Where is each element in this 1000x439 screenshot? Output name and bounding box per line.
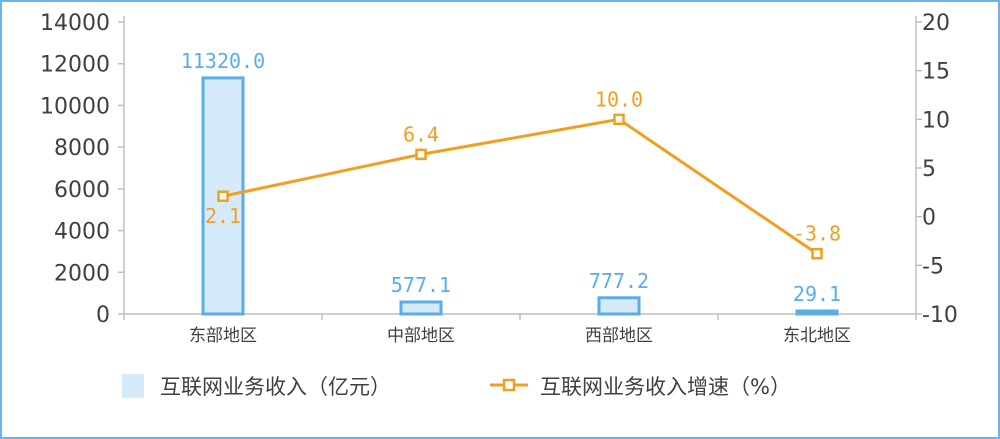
y-left-tick-label: 0 xyxy=(96,303,110,328)
y-left-tick-label: 4000 xyxy=(54,220,110,245)
legend-bar-label: 互联网业务收入（亿元） xyxy=(160,375,391,399)
bars xyxy=(201,76,839,316)
line-marker xyxy=(811,247,823,260)
y-right-tick-label: 15 xyxy=(922,60,950,85)
y-right-tick-label: 10 xyxy=(922,108,950,133)
line-data-label: 2.1 xyxy=(205,204,241,228)
bar xyxy=(795,309,839,316)
bar-data-label: 11320.0 xyxy=(181,49,265,73)
y-right-tick-label: 20 xyxy=(922,11,950,36)
series-line xyxy=(222,117,818,255)
line-data-label: -3.8 xyxy=(793,222,841,246)
bar-data-label: 29.1 xyxy=(793,282,841,306)
axes: 0 2000 4000 6000 8000 10000 12000 14000 -10 -5 0 5 1… xyxy=(40,11,958,346)
data-labels: 11320.0 577.1 777.2 29.1 2.1 6.4 10.0 -3.8 xyxy=(181,49,841,306)
y-left-tick-label: 14000 xyxy=(40,11,110,36)
bar xyxy=(399,300,443,316)
line-marker xyxy=(217,190,229,202)
line-data-label: 6.4 xyxy=(403,122,439,146)
line-marker xyxy=(613,113,625,126)
line-series xyxy=(217,113,823,260)
y-left-tick-label: 6000 xyxy=(54,178,110,203)
y-right-tick-label: 0 xyxy=(922,206,936,231)
y-right-tick-label: 5 xyxy=(922,157,936,182)
x-tick-label: 西部地区 xyxy=(585,326,653,346)
y-left-tick-label: 10000 xyxy=(40,94,110,119)
legend: 互联网业务收入（亿元） 互联网业务收入增速（%） xyxy=(122,374,791,399)
legend-bar-swatch xyxy=(122,374,144,398)
y-right-tick-label: -10 xyxy=(922,303,958,328)
y-left-tick-label: 12000 xyxy=(40,53,110,78)
line-marker xyxy=(415,148,427,161)
bar-data-label: 577.1 xyxy=(391,273,451,297)
legend-line-marker xyxy=(502,378,516,392)
x-tick-label: 东北地区 xyxy=(783,326,851,346)
bar-data-label: 777.2 xyxy=(589,269,649,293)
y-left-tick-label: 2000 xyxy=(54,261,110,286)
x-tick-label: 中部地区 xyxy=(387,326,455,346)
x-tick-label: 东部地区 xyxy=(189,326,257,346)
line-data-label: 10.0 xyxy=(595,87,643,111)
y-left-tick-label: 8000 xyxy=(54,136,110,161)
legend-line-label: 互联网业务收入增速（%） xyxy=(540,375,791,399)
y-right-tick-label: -5 xyxy=(922,254,944,279)
bar xyxy=(597,296,641,316)
